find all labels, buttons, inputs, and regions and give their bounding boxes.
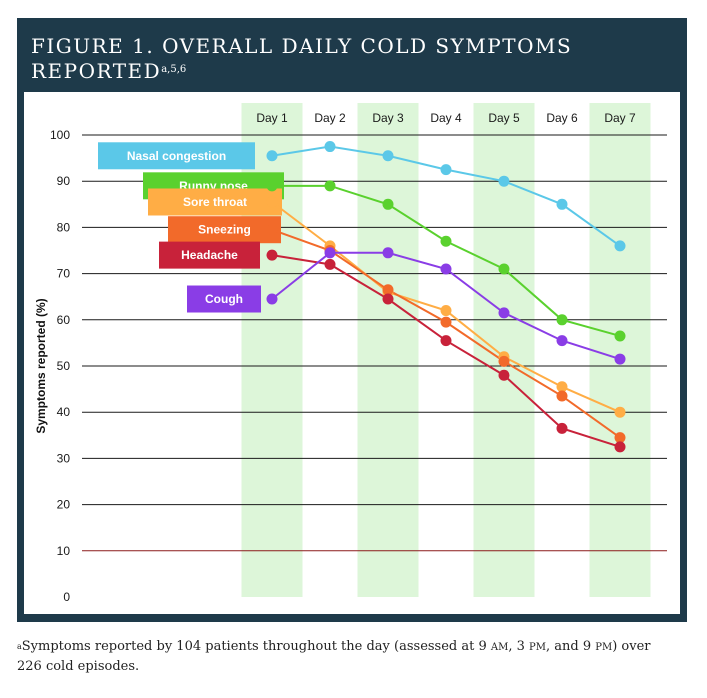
data-point (556, 335, 568, 347)
data-point (614, 330, 626, 342)
footnote-text: Symptoms reported by 104 patients throug… (21, 639, 491, 654)
y-tick-label: 20 (57, 498, 71, 512)
series-line (271, 145, 621, 247)
legend-label: Nasal congestion (127, 149, 226, 163)
y-tick-label: 40 (57, 405, 71, 419)
y-tick-label: 90 (57, 174, 71, 188)
title-line-2: REPORTED (31, 59, 162, 83)
data-point (266, 150, 278, 162)
data-point (324, 258, 336, 270)
footnote: aSymptoms reported by 104 patients throu… (17, 637, 697, 676)
data-point (440, 235, 452, 247)
y-axis-label: Symptoms reported (%) (34, 298, 48, 433)
data-point (498, 369, 510, 381)
data-point (266, 196, 278, 208)
data-point (324, 180, 336, 192)
y-tick-label: 30 (57, 451, 71, 465)
data-point (266, 249, 278, 261)
y-tick-label: 60 (57, 313, 71, 327)
data-point (266, 224, 278, 236)
legend-swatch (148, 188, 282, 216)
legend-swatch (168, 216, 281, 244)
y-tick-label: 10 (57, 544, 71, 558)
data-point (440, 305, 452, 317)
y-tick-label: 100 (50, 128, 70, 142)
chart-panel: Day 1 Day 2 Day 3 Day 4 Day 5 Day 6 Day 7 0 10 20… (24, 92, 680, 614)
data-point (382, 293, 394, 305)
data-point (614, 353, 626, 365)
legend-label: Sore throat (183, 195, 247, 209)
legend-swatch (98, 142, 255, 170)
data-point (324, 141, 336, 153)
footnote-marker: a (17, 642, 22, 651)
y-tick-label: 50 (57, 359, 71, 373)
data-point (556, 198, 568, 210)
data-point (498, 355, 510, 367)
data-point (498, 175, 510, 187)
data-point (614, 432, 626, 444)
data-point (556, 422, 568, 434)
legend-label: Sneezing (198, 223, 251, 237)
footnote-am: AM (490, 642, 509, 653)
title-line-1: FIGURE 1. OVERALL DAILY COLD SYMPTOMS (31, 34, 573, 58)
data-point (382, 198, 394, 210)
footnote-text: ) over (612, 639, 651, 654)
data-point (440, 316, 452, 328)
data-point (556, 390, 568, 402)
series-line (271, 254, 621, 448)
data-point (266, 180, 278, 192)
data-point (440, 263, 452, 275)
data-point (382, 247, 394, 259)
day-band (357, 103, 419, 597)
y-tick-label: 70 (57, 267, 71, 281)
figure-frame: FIGURE 1. OVERALL DAILY COLD SYMPTOMS RE… (17, 18, 687, 622)
day-label: Day 5 (488, 111, 520, 125)
footnote-pm: PM (595, 642, 613, 653)
data-point (440, 164, 452, 176)
y-tick-label: 0 (63, 590, 70, 604)
data-point (614, 406, 626, 418)
footnote-sep: , and 9 (546, 639, 596, 654)
data-point (498, 263, 510, 275)
data-point (382, 284, 394, 296)
day-label: Day 2 (314, 111, 346, 125)
data-point (614, 240, 626, 252)
data-point (614, 441, 626, 453)
footnote-sep: , 3 (508, 639, 530, 654)
day-label: Day 1 (256, 111, 288, 125)
figure-title: FIGURE 1. OVERALL DAILY COLD SYMPTOMS RE… (31, 34, 572, 84)
legend-label: Headache (181, 248, 238, 262)
data-point (382, 150, 394, 162)
data-point (498, 307, 510, 319)
data-point (440, 335, 452, 347)
data-point (556, 381, 568, 393)
day-label: Day 6 (546, 111, 578, 125)
day-label: Day 7 (604, 111, 636, 125)
y-tick-label: 80 (57, 220, 71, 234)
data-point (324, 247, 336, 259)
footnote-text: 226 cold episodes. (17, 659, 140, 674)
day-label: Day 4 (430, 111, 462, 125)
title-references: a,5,6 (161, 64, 187, 75)
series-line (271, 228, 621, 439)
line-chart: Day 1 Day 2 Day 3 Day 4 Day 5 Day 6 Day 7 0 10 20… (34, 103, 667, 604)
data-point (556, 314, 568, 326)
legend-swatch (159, 241, 260, 269)
footnote-pm: PM (529, 642, 546, 653)
day-label: Day 3 (372, 111, 404, 125)
data-point (266, 293, 278, 305)
legend-swatch (187, 285, 261, 313)
legend-label: Cough (205, 292, 243, 306)
day-band (589, 103, 651, 597)
